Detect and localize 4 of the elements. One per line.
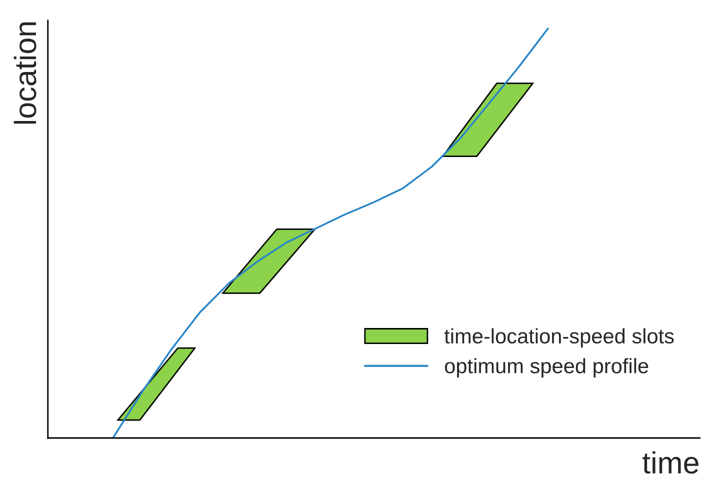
legend-label: optimum speed profile (444, 358, 648, 378)
y-axis-title: location (14, 22, 36, 124)
x-axis-title: time (642, 451, 698, 474)
annotation: time-location-speed slots (444, 328, 674, 348)
